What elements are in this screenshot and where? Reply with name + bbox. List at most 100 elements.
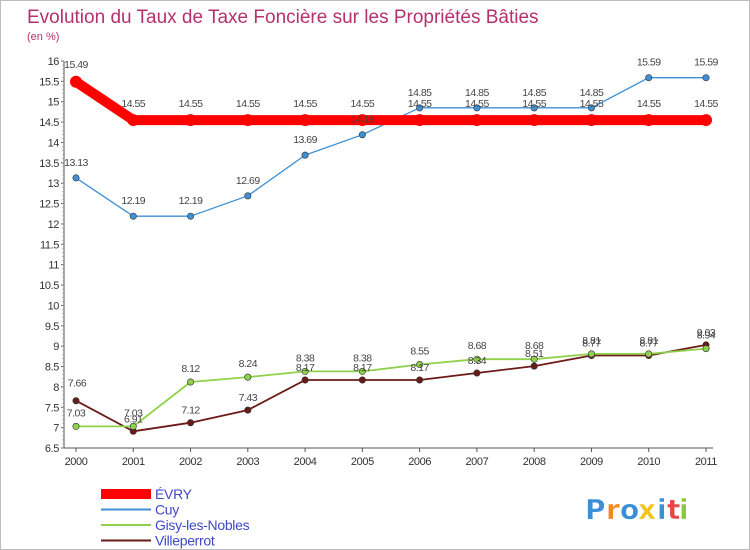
data-label: 8.55 (410, 345, 429, 357)
data-label: 14.85 (465, 87, 489, 99)
data-point (587, 104, 595, 112)
data-point (70, 75, 82, 88)
data-point (356, 114, 369, 127)
data-point (299, 114, 312, 127)
data-label: 14.55 (179, 98, 203, 110)
y-tick-label: 14 (48, 137, 60, 149)
legend-label: Gisy-les-Nobles (155, 517, 250, 533)
data-label: 7.03 (124, 407, 143, 419)
y-tick-label: 15 (48, 97, 60, 109)
y-tick-label: 12 (48, 219, 60, 231)
data-point (702, 345, 710, 353)
y-tick-label: 13 (48, 178, 60, 190)
data-point (244, 192, 252, 200)
data-label: 8.81 (640, 335, 659, 347)
series-villeperrot (72, 341, 710, 435)
data-label: 14.55 (522, 98, 546, 110)
data-label: 7.12 (181, 405, 200, 417)
data-label: 13.13 (64, 157, 88, 169)
x-tick-label: 2002 (179, 456, 202, 468)
data-label: 14.55 (694, 98, 718, 110)
data-point (473, 369, 481, 377)
data-point (184, 114, 197, 127)
data-label: 13.69 (293, 134, 317, 146)
data-label: 14.55 (121, 98, 145, 110)
data-label: 8.38 (296, 352, 315, 364)
data-point (700, 114, 712, 127)
data-label: 8.81 (582, 335, 601, 347)
x-tick-label: 2011 (695, 456, 717, 468)
data-point (244, 373, 252, 381)
y-tick-label: 13.5 (39, 158, 59, 170)
data-label: 15.49 (64, 59, 88, 71)
y-tick-label: 6.5 (45, 443, 59, 455)
x-tick-label: 2006 (408, 456, 431, 468)
data-point (301, 151, 309, 159)
x-tick-label: 2009 (580, 456, 603, 468)
data-labels: 15.49 14.55 14.55 14.55 14.55 14.55 14.55 14.55… (64, 57, 719, 426)
data-point (530, 104, 538, 112)
data-label: 14.55 (293, 98, 317, 110)
data-label: 14.55 (465, 98, 489, 110)
data-label: 8.68 (525, 340, 544, 352)
x-tick-label: 2008 (523, 456, 546, 468)
data-point (72, 422, 80, 430)
legend-label: ÉVRY (155, 486, 193, 502)
data-label: 15.59 (637, 57, 661, 69)
y-tick-label: 7.5 (45, 402, 59, 414)
data-label: 7.43 (239, 392, 258, 404)
data-label: 9.03 (697, 327, 716, 339)
logo-letter: P (585, 493, 606, 526)
data-label: 8.77 (582, 338, 601, 350)
series-line (75, 77, 707, 217)
data-label: 8.51 (525, 348, 544, 360)
data-point (645, 350, 653, 358)
data-point (187, 419, 195, 427)
data-label: 14.55 (408, 98, 432, 110)
y-tick-label: 15.5 (39, 76, 59, 88)
data-point (416, 360, 424, 368)
x-tick-label: 2005 (351, 456, 374, 468)
data-point (642, 114, 655, 127)
data-label: 8.12 (181, 363, 200, 375)
data-label: 8.24 (239, 358, 258, 370)
y-tick-label: 9.5 (45, 321, 59, 333)
chart-title: Evolution du Taux de Taxe Foncière sur l… (27, 7, 539, 28)
y-tick-label: 7 (53, 423, 59, 435)
data-label: 8.17 (410, 362, 429, 374)
series-line (75, 343, 707, 433)
data-point (301, 376, 309, 384)
data-label: 8.77 (640, 338, 659, 350)
data-label: 7.66 (68, 378, 87, 390)
series--vry (70, 75, 712, 127)
x-tick-label: 2001 (122, 456, 145, 468)
data-label: 6.91 (124, 413, 143, 425)
data-point (358, 367, 366, 375)
data-point (244, 406, 252, 414)
data-point (187, 212, 195, 220)
series-layer (70, 74, 712, 435)
logo-letter: i (657, 493, 667, 526)
x-tick-label: 2004 (294, 456, 317, 468)
data-label: 14.55 (236, 98, 260, 110)
data-label: 8.17 (296, 362, 315, 374)
data-label: 8.17 (353, 362, 372, 374)
data-point (416, 104, 424, 112)
x-tick-label: 2000 (65, 456, 88, 468)
data-label: 14.55 (580, 98, 604, 110)
series-gisy-les-nobles (72, 345, 710, 430)
series-line (75, 347, 707, 428)
data-label: 8.68 (468, 340, 487, 352)
data-point (470, 114, 483, 127)
data-point (358, 131, 366, 139)
data-label: 15.59 (694, 57, 718, 69)
data-point (129, 212, 137, 220)
data-label: 14.55 (350, 98, 374, 110)
series-line (71, 76, 711, 126)
data-point (473, 104, 481, 112)
y-tick-label: 9 (53, 341, 59, 353)
